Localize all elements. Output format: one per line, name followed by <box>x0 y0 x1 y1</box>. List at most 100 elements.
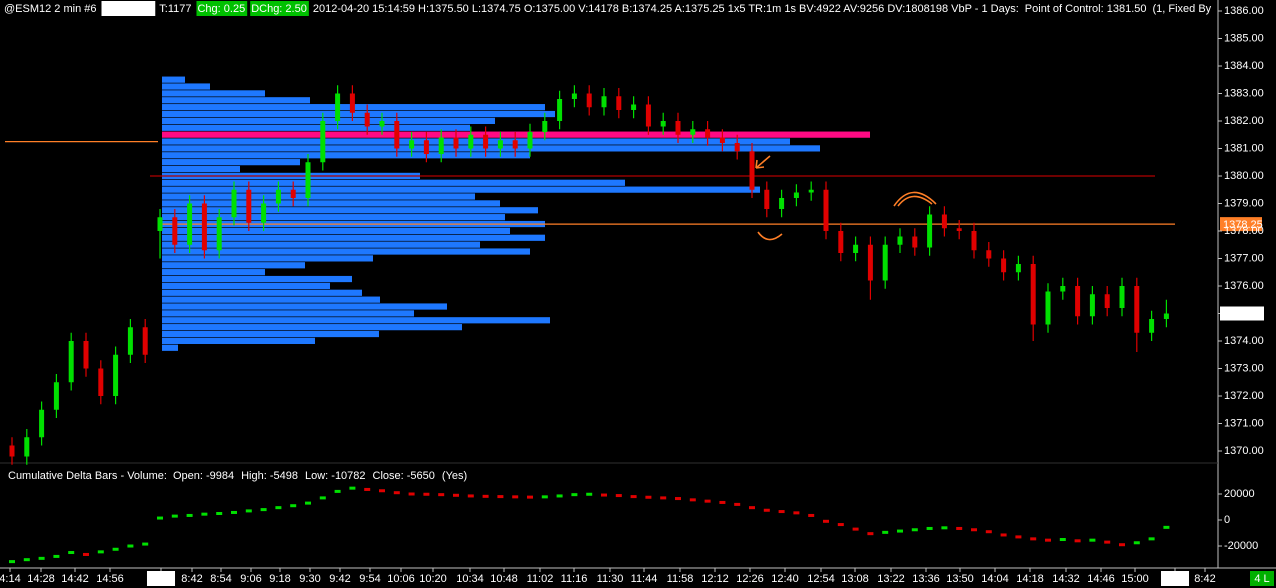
delta-bar <box>453 493 459 497</box>
candle-body <box>305 162 311 198</box>
candle-body <box>187 203 193 245</box>
x-tick-label: 10:48 <box>490 573 518 585</box>
profile-bar <box>162 262 305 269</box>
x-tick-label: 11:30 <box>597 573 624 585</box>
delta-bar <box>852 527 859 531</box>
candle-body <box>379 121 385 127</box>
candle-body <box>571 93 577 99</box>
x-tick-label: 12:26 <box>736 573 764 585</box>
delta-bar <box>467 494 474 498</box>
profile-bar <box>162 207 538 214</box>
delta-bar <box>171 514 178 518</box>
profile-bar <box>162 83 210 90</box>
candle-body <box>793 192 799 198</box>
header-box <box>101 1 156 16</box>
delta-bar <box>305 501 311 505</box>
profile-bar <box>162 303 447 310</box>
x-tick-label: 14:46 <box>1087 573 1115 585</box>
delta-bar <box>1104 540 1111 544</box>
candle-body <box>468 134 474 149</box>
delta-bar <box>985 530 992 534</box>
delta-bar <box>9 560 15 564</box>
candle-body <box>83 341 89 369</box>
candle-body <box>1089 294 1095 317</box>
delta-stat: Open: -9984 <box>173 470 234 482</box>
x-tick-label: 11:16 <box>561 573 588 585</box>
corner-box <box>1250 571 1274 586</box>
profile-bar <box>162 152 530 159</box>
x-tick-label: 11:58 <box>667 573 694 585</box>
x-label-box <box>146 571 176 586</box>
delta-bar <box>926 526 933 530</box>
candle-body <box>838 231 844 253</box>
x-tick-label: 11:02 <box>527 573 554 585</box>
profile-bar <box>162 337 315 344</box>
y-tick-label: 1374.00 <box>1224 335 1264 347</box>
y-tick-label: 1378.00 <box>1224 225 1264 237</box>
delta-bar <box>23 558 30 562</box>
header-text: Point of Control: 1381.50 <box>1025 3 1147 15</box>
profile-bar <box>162 76 185 83</box>
header-box <box>196 1 248 16</box>
delta-bar <box>319 496 326 500</box>
candle-body <box>1163 313 1169 319</box>
delta-bar <box>1074 539 1081 543</box>
candle-body <box>956 228 962 231</box>
candle-body <box>453 137 459 149</box>
candle-body <box>927 214 933 248</box>
profile-bar <box>162 138 790 145</box>
y-tick-label: 1376.00 <box>1224 280 1264 292</box>
delta-bar <box>97 550 104 554</box>
delta-bar <box>971 528 977 532</box>
x-tick-label: 10:20 <box>419 573 447 585</box>
candle-body <box>1134 286 1140 333</box>
candle-body <box>1104 294 1110 308</box>
delta-bar <box>260 508 267 512</box>
delta-bar <box>1015 535 1022 539</box>
delta-bar <box>512 495 519 499</box>
candle-body <box>497 140 503 149</box>
x-tick-label: 12:54 <box>807 573 835 585</box>
candle-body <box>645 104 651 127</box>
delta-bar <box>867 532 874 536</box>
candle-body <box>9 445 15 457</box>
candle-body <box>1015 264 1021 273</box>
profile-bar <box>162 289 362 296</box>
annotations <box>755 155 937 241</box>
delta-bar <box>127 544 134 548</box>
header-text: (1, Fixed By <box>1153 3 1212 15</box>
x-tick-label: 10:06 <box>387 573 415 585</box>
profile-bar <box>162 275 352 283</box>
candle-body <box>675 121 681 135</box>
delta-bar <box>689 498 696 502</box>
delta-bar <box>556 494 563 498</box>
delta-bar <box>83 552 89 556</box>
x-tick-label: 14:56 <box>96 573 124 585</box>
delta-bar <box>157 516 163 520</box>
candle-body <box>527 132 533 149</box>
header-box <box>250 1 309 16</box>
candle-body <box>172 217 178 245</box>
y-tick-label: 1373.00 <box>1224 362 1264 374</box>
header-text: @ESM12 2 min #6 <box>4 3 97 15</box>
delta-bar <box>1163 525 1170 529</box>
x-tick-label: 9:06 <box>240 573 261 585</box>
x-tick-label: 14:28 <box>27 573 55 585</box>
delta-bar <box>1089 538 1096 542</box>
profile-bar <box>162 97 310 104</box>
delta-stat: Low: -10782 <box>305 470 366 482</box>
profile-bar <box>162 296 380 303</box>
candle-body <box>512 140 518 149</box>
candle-body <box>1001 258 1007 273</box>
arc-annotation <box>757 231 783 241</box>
candle-body <box>394 121 400 149</box>
delta-bar <box>438 493 445 497</box>
profile-bar <box>162 269 265 276</box>
delta-bar <box>734 502 741 506</box>
y-tick-label: 1381.00 <box>1224 142 1264 154</box>
delta-bar <box>1045 538 1051 542</box>
delta-bar <box>1148 537 1155 541</box>
candle-body <box>142 327 148 355</box>
profile-bar <box>162 131 870 138</box>
profile-bar <box>162 344 178 351</box>
